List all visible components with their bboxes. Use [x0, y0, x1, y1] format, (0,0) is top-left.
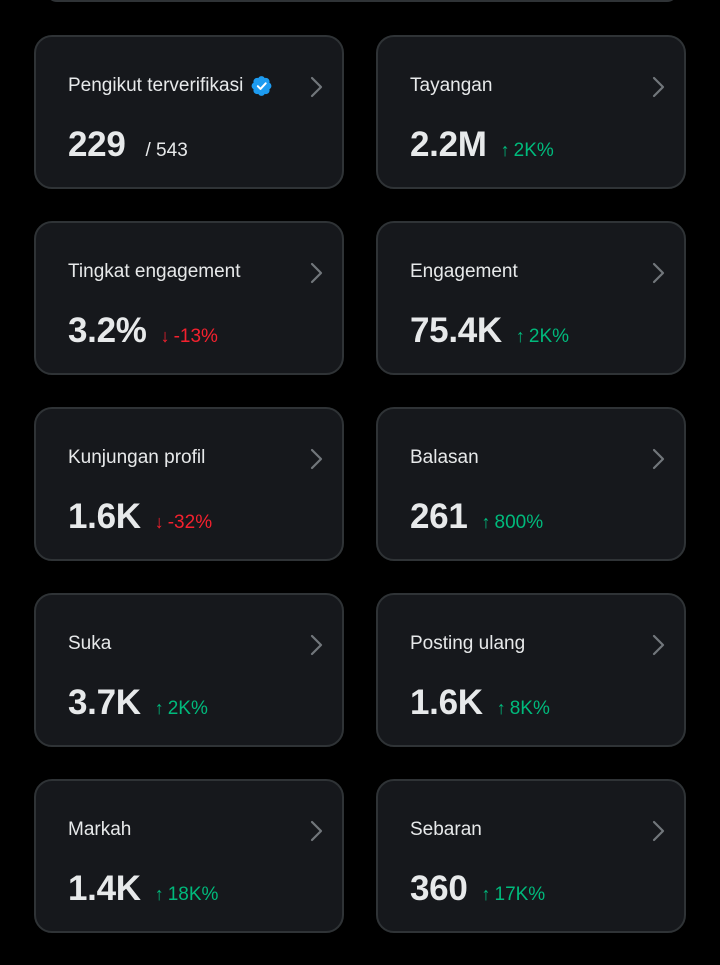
chevron-right-icon	[310, 820, 323, 842]
metric-value: 3.7K	[68, 683, 141, 722]
change-value: 18K%	[167, 884, 219, 905]
card-title-label: Kunjungan profil	[68, 447, 206, 468]
card-title-label: Pengikut terverifikasi	[68, 75, 244, 96]
arrow-down-icon: ↓	[154, 512, 164, 532]
change-indicator: ↑ 2K%	[516, 326, 569, 348]
metric-value: 360	[410, 869, 468, 908]
chevron-right-icon	[652, 76, 665, 98]
value-row: 75.4K ↑ 2K%	[410, 311, 569, 351]
value-row: 360 ↑ 17K%	[410, 869, 545, 909]
metric-card-bookmarks[interactable]: Markah 1.4K ↑ 18K%	[34, 779, 344, 933]
card-title: Tayangan	[410, 75, 492, 97]
value-row: 229 / 543	[68, 125, 188, 165]
change-value: 2K%	[528, 326, 570, 347]
change-indicator: ↑ 18K%	[155, 884, 219, 906]
card-title-label: Suka	[68, 633, 112, 654]
metric-card-engagement-rate[interactable]: Tingkat engagement 3.2% ↓ -13%	[34, 221, 344, 375]
chevron-right-icon	[310, 448, 323, 470]
chevron-right-icon	[652, 634, 665, 656]
metric-card-impressions[interactable]: Tayangan 2.2M ↑ 2K%	[376, 35, 686, 189]
change-indicator: ↑ 17K%	[482, 884, 546, 906]
value-row: 3.2% ↓ -13%	[68, 311, 218, 351]
arrow-up-icon: ↑	[154, 698, 164, 718]
chevron-right-icon	[310, 262, 323, 284]
arrow-up-icon: ↑	[481, 512, 491, 532]
change-indicator: ↑ 2K%	[155, 698, 208, 720]
metric-card-replies[interactable]: Balasan 261 ↑ 800%	[376, 407, 686, 561]
metric-total: / 543	[145, 140, 188, 161]
card-title: Balasan	[410, 447, 479, 469]
arrow-up-icon: ↑	[154, 884, 164, 904]
change-value: 17K%	[494, 884, 546, 905]
metric-value: 3.2%	[68, 311, 147, 350]
value-row: 1.6K ↓ -32%	[68, 497, 212, 537]
card-title-label: Markah	[68, 819, 132, 840]
metric-value: 1.4K	[68, 869, 141, 908]
metric-card-verified-followers[interactable]: Pengikut terverifikasi 229 / 543	[34, 35, 344, 189]
metric-card-likes[interactable]: Suka 3.7K ↑ 2K%	[34, 593, 344, 747]
change-value: -13%	[173, 326, 218, 347]
change-value: 2K%	[513, 140, 554, 161]
value-row: 3.7K ↑ 2K%	[68, 683, 208, 723]
change-value: 800%	[494, 512, 544, 533]
value-row: 2.2M ↑ 2K%	[410, 125, 554, 165]
change-value: -32%	[167, 512, 213, 533]
arrow-up-icon: ↑	[515, 326, 525, 346]
chevron-right-icon	[652, 820, 665, 842]
change-indicator: ↓ -32%	[155, 512, 212, 534]
card-title: Posting ulang	[410, 633, 525, 655]
metric-value: 261	[410, 497, 468, 536]
verified-badge-icon	[251, 76, 272, 96]
chevron-right-icon	[652, 262, 665, 284]
metric-value: 1.6K	[68, 497, 141, 536]
metric-card-profile-visits[interactable]: Kunjungan profil 1.6K ↓ -32%	[34, 407, 344, 561]
card-title: Pengikut terverifikasi	[68, 75, 273, 97]
metric-card-shares[interactable]: Sebaran 360 ↑ 17K%	[376, 779, 686, 933]
metric-value: 1.6K	[410, 683, 483, 722]
value-row: 261 ↑ 800%	[410, 497, 543, 537]
card-title: Markah	[68, 819, 131, 841]
chevron-right-icon	[310, 634, 323, 656]
metric-card-engagement[interactable]: Engagement 75.4K ↑ 2K%	[376, 221, 686, 375]
card-title: Kunjungan profil	[68, 447, 205, 469]
metric-value: 229	[68, 125, 126, 164]
card-title-label: Engagement	[410, 261, 518, 282]
metric-value: 75.4K	[410, 311, 502, 350]
arrow-down-icon: ↓	[160, 326, 170, 346]
card-title: Tingkat engagement	[68, 261, 241, 283]
card-title-label: Tayangan	[410, 75, 493, 96]
change-indicator: ↑ 800%	[482, 512, 544, 534]
chevron-right-icon	[310, 76, 323, 98]
change-value: 8K%	[509, 698, 550, 719]
value-row: 1.4K ↑ 18K%	[68, 869, 218, 909]
change-indicator: ↑ 2K%	[501, 140, 554, 162]
card-title: Engagement	[410, 261, 518, 283]
card-title: Suka	[68, 633, 111, 655]
value-row: 1.6K ↑ 8K%	[410, 683, 550, 723]
previous-card-edge	[46, 0, 678, 2]
metric-value: 2.2M	[410, 125, 487, 164]
arrow-up-icon: ↑	[500, 140, 510, 160]
analytics-grid: Pengikut terverifikasi 229 / 543 Tayanga…	[34, 35, 686, 933]
card-title-label: Tingkat engagement	[68, 261, 241, 282]
change-indicator: ↑ 8K%	[497, 698, 550, 720]
metric-card-reposts[interactable]: Posting ulang 1.6K ↑ 8K%	[376, 593, 686, 747]
change-value: 2K%	[167, 698, 208, 719]
card-title-label: Posting ulang	[410, 633, 526, 654]
card-title-label: Balasan	[410, 447, 479, 468]
arrow-up-icon: ↑	[481, 884, 491, 904]
card-title-label: Sebaran	[410, 819, 482, 840]
card-title: Sebaran	[410, 819, 482, 841]
change-indicator: ↓ -13%	[161, 326, 218, 348]
chevron-right-icon	[652, 448, 665, 470]
arrow-up-icon: ↑	[496, 698, 506, 718]
